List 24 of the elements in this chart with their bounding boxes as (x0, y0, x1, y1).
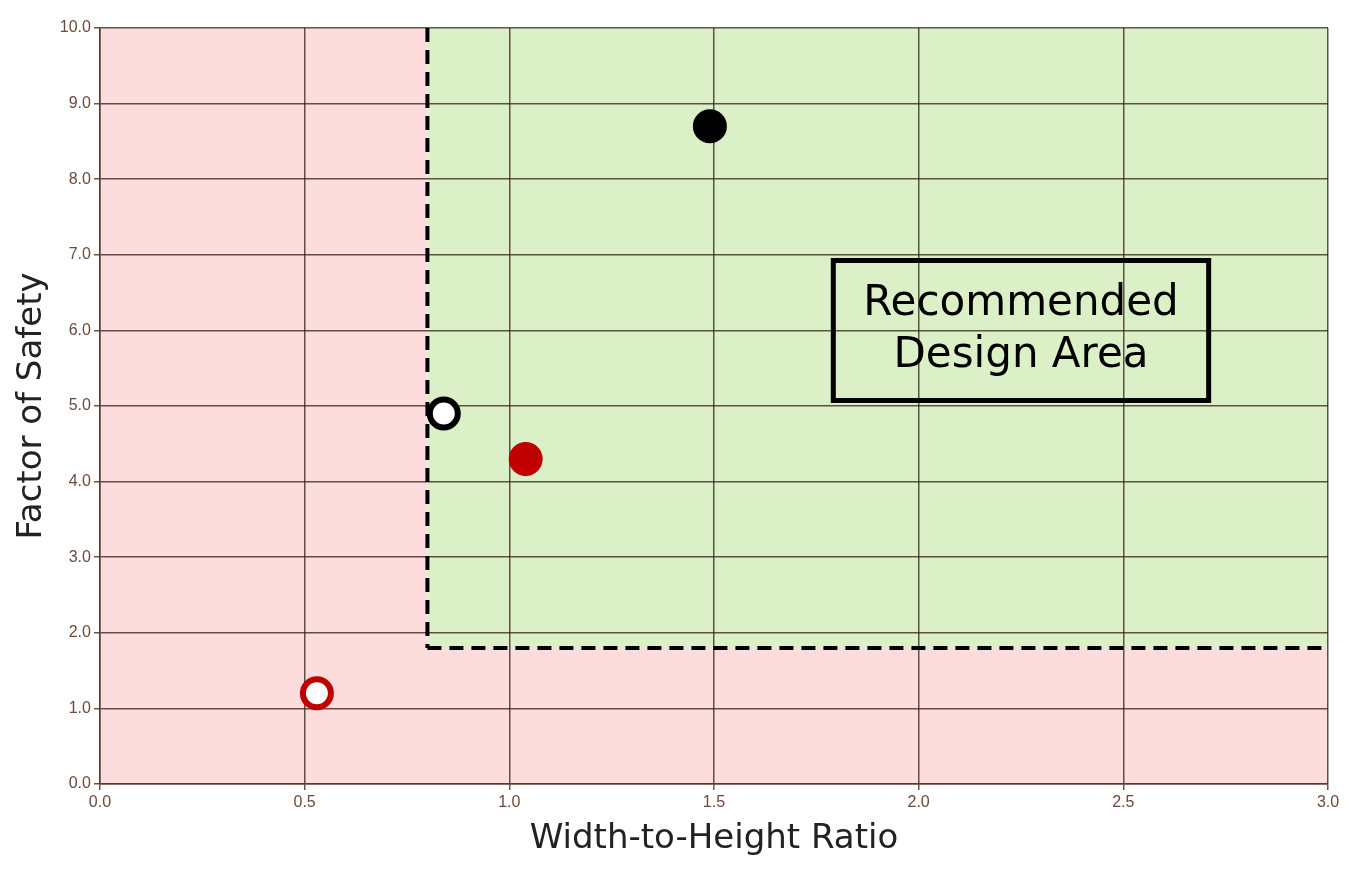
x-axis-title: Width-to-Height Ratio (529, 816, 899, 857)
y-tick-label: 3.0 (68, 547, 92, 565)
y-axis-title: Factor of Safety (9, 272, 50, 540)
y-tick-label: 4.0 (68, 472, 92, 490)
y-tick-label: 9.0 (68, 94, 92, 112)
y-tick-label: 2.0 (68, 623, 92, 641)
x-tick-label: 2.0 (907, 793, 930, 811)
point (508, 441, 543, 476)
point (426, 396, 461, 431)
y-tick-label: 5.0 (68, 396, 92, 414)
x-tick-label: 0.0 (88, 793, 112, 811)
y-tick-label: 6.0 (68, 320, 92, 338)
x-tick-label: 0.5 (293, 793, 316, 811)
y-tick-label: 0.0 (68, 774, 92, 792)
point (299, 676, 334, 711)
x-tick-label: 2.5 (1112, 793, 1135, 811)
x-tick-label: 3.0 (1316, 793, 1340, 811)
y-tick-label: 10.0 (59, 18, 92, 36)
y-tick-label: 8.0 (68, 169, 92, 187)
x-tick-label: 1.0 (498, 793, 521, 811)
y-tick-label: 7.0 (68, 245, 92, 263)
point (692, 109, 727, 144)
y-tick-label: 1.0 (68, 698, 92, 716)
x-tick-label: 1.5 (702, 793, 726, 811)
